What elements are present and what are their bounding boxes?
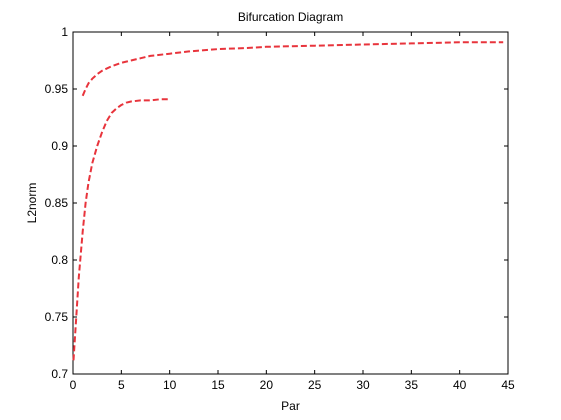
chart-title: Bifurcation Diagram	[238, 10, 343, 24]
y-tick-label: 0.95	[45, 82, 69, 96]
x-tick-label: 40	[453, 378, 467, 392]
y-tick-label: 1	[61, 25, 68, 39]
y-axis-label: L2norm	[25, 183, 39, 224]
y-tick-label: 0.75	[45, 310, 69, 324]
x-tick-label: 15	[211, 378, 225, 392]
series-group	[72, 41, 504, 361]
y-tick-label: 0.9	[51, 139, 68, 153]
x-tick-label: 0	[70, 378, 77, 392]
x-tick-label: 5	[118, 378, 125, 392]
y-tick-label: 0.8	[51, 253, 68, 267]
x-tick-label: 30	[356, 378, 370, 392]
plot-frame	[72, 31, 509, 375]
x-tick-label: 35	[405, 378, 419, 392]
series-line-2	[72, 98, 170, 361]
axes	[72, 31, 509, 375]
ticks: 0 5 10 15 20 25 30 35 40 45 0.7 0.75 0.8 0.85 0.9 0.95 1	[45, 25, 515, 392]
y-tick-label: 0.85	[45, 196, 69, 210]
x-tick-label: 25	[308, 378, 322, 392]
series-line-1	[81, 41, 504, 97]
x-tick-label: 20	[260, 378, 274, 392]
x-axis-label: Par	[281, 399, 300, 413]
x-tick-label: 45	[501, 378, 515, 392]
y-tick-label: 0.7	[51, 367, 68, 381]
x-tick-label: 10	[163, 378, 177, 392]
